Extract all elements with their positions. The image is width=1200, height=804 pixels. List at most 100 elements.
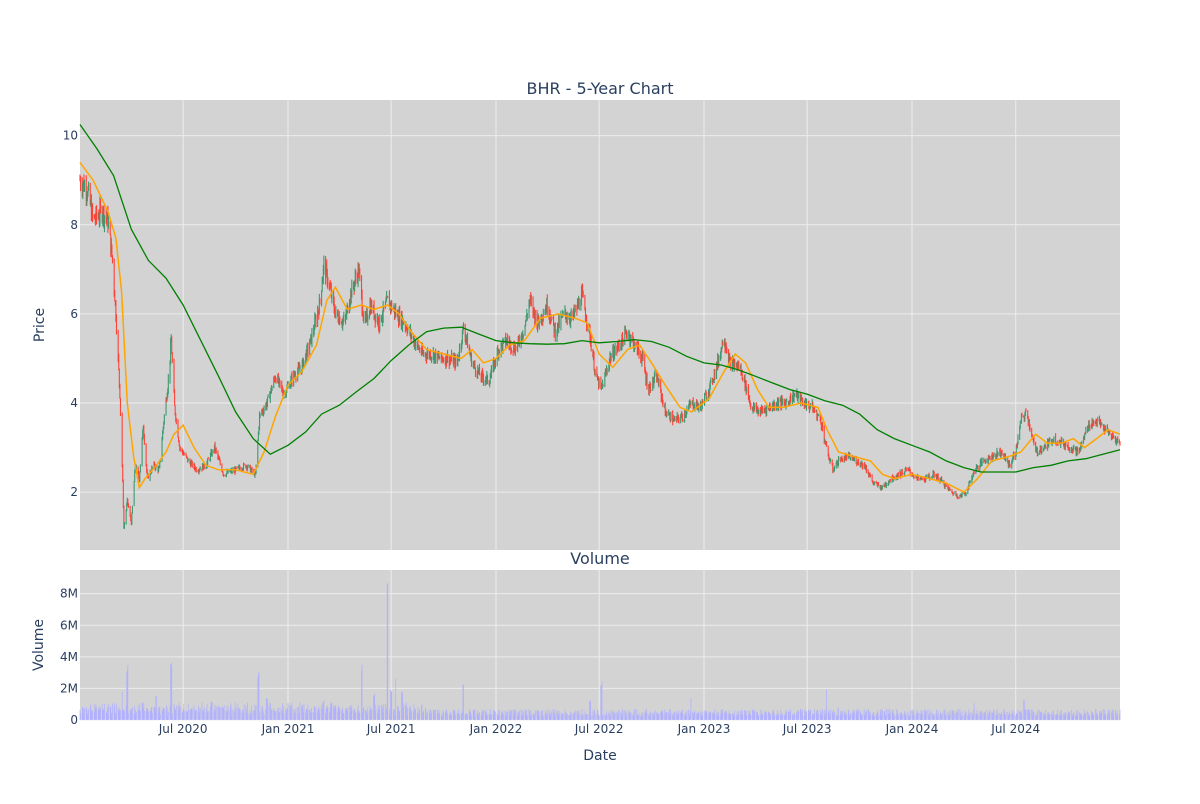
volume-bar <box>1003 709 1005 720</box>
volume-bar <box>614 712 615 720</box>
volume-bar <box>672 715 674 720</box>
volume-bar <box>279 707 281 720</box>
volume-bar <box>217 705 219 720</box>
volume-bar <box>297 714 299 720</box>
volume-bar <box>987 710 989 720</box>
volume-bar <box>100 708 101 720</box>
volume-bar <box>630 712 632 720</box>
volume-bar <box>545 713 547 720</box>
volume-bar <box>672 714 674 720</box>
volume-bar <box>810 710 811 720</box>
volume-bar <box>758 715 760 720</box>
volume-bar <box>1045 715 1047 720</box>
volume-bar <box>1040 711 1042 720</box>
volume-bar <box>450 711 451 720</box>
volume-bar <box>901 714 903 720</box>
volume-bar <box>566 713 568 720</box>
volume-bar <box>1108 710 1110 720</box>
volume-bar <box>91 710 93 720</box>
volume-bar <box>836 715 838 720</box>
volume-bar <box>960 712 961 720</box>
volume-bar <box>856 709 858 720</box>
volume-bar <box>335 707 337 720</box>
volume-bar <box>508 709 510 720</box>
volume-bar <box>1064 712 1066 720</box>
volume-bar <box>1059 713 1060 720</box>
volume-bar <box>182 709 184 720</box>
volume-bar <box>713 714 715 720</box>
volume-bar <box>556 709 558 720</box>
volume-bar <box>638 715 639 720</box>
volume-bar <box>964 710 966 720</box>
volume-bar <box>96 707 97 720</box>
volume-bar <box>875 715 877 720</box>
volume-bar <box>702 711 704 720</box>
volume-bar <box>530 714 532 720</box>
volume-bar <box>413 703 415 720</box>
volume-bar <box>423 710 424 720</box>
volume-bar <box>498 715 500 720</box>
volume-bar <box>995 715 997 720</box>
volume-bar <box>390 689 391 720</box>
volume-bar <box>533 713 535 720</box>
volume-bar <box>235 707 237 720</box>
volume-bar <box>925 710 927 720</box>
volume-bar <box>688 709 689 720</box>
volume-bar <box>291 702 293 720</box>
volume-bar <box>668 709 670 720</box>
volume-bar <box>108 704 109 720</box>
volume-bar <box>928 714 929 720</box>
volume-bar <box>369 711 370 720</box>
volume-bar <box>150 707 152 720</box>
volume-bar <box>1084 714 1086 720</box>
volume-bar <box>640 712 642 720</box>
volume-bar <box>744 710 745 720</box>
volume-bar <box>1013 711 1015 720</box>
volume-bar <box>854 711 855 720</box>
volume-bar <box>722 713 724 720</box>
volume-bar <box>448 715 450 720</box>
volume-bar <box>813 714 814 720</box>
volume-bar <box>1019 711 1021 720</box>
volume-bar <box>440 715 442 720</box>
volume-bar <box>781 712 783 720</box>
volume-bar <box>417 706 419 720</box>
volume-bar <box>882 710 883 720</box>
volume-bar <box>866 710 867 720</box>
volume-bar <box>198 707 200 720</box>
volume-bar <box>689 715 691 720</box>
volume-bar <box>596 714 598 720</box>
volume-bar <box>924 712 926 720</box>
volume-bar <box>149 710 151 720</box>
volume-bar <box>214 704 216 720</box>
volume-bar <box>126 669 128 720</box>
volume-bar <box>681 711 683 720</box>
volume-bar <box>912 711 914 720</box>
ma-long-line <box>79 124 1121 473</box>
volume-bar <box>1037 711 1038 720</box>
volume-bar <box>798 710 799 720</box>
volume-bar <box>933 714 935 720</box>
volume-bar <box>588 713 590 720</box>
volume-bar <box>992 712 993 720</box>
volume-bar <box>210 701 212 720</box>
volume-bar <box>195 711 197 720</box>
volume-bar <box>540 711 542 720</box>
price-y-axis-title: Price <box>32 308 48 342</box>
volume-bar <box>461 714 463 720</box>
volume-bar <box>1013 714 1014 720</box>
volume-bar <box>562 713 564 720</box>
volume-bar <box>945 714 947 720</box>
volume-bar <box>967 714 969 720</box>
volume-bar <box>438 712 439 720</box>
volume-bar <box>979 711 981 720</box>
volume-bar <box>636 709 638 720</box>
volume-bar <box>795 712 797 720</box>
volume-bar <box>129 710 131 720</box>
volume-bar <box>434 710 435 720</box>
volume-bar <box>173 703 175 720</box>
volume-bar <box>945 715 946 720</box>
x-tick-label: Jul 2021 <box>366 722 416 736</box>
volume-bar <box>145 711 147 720</box>
volume-bar <box>878 715 879 720</box>
